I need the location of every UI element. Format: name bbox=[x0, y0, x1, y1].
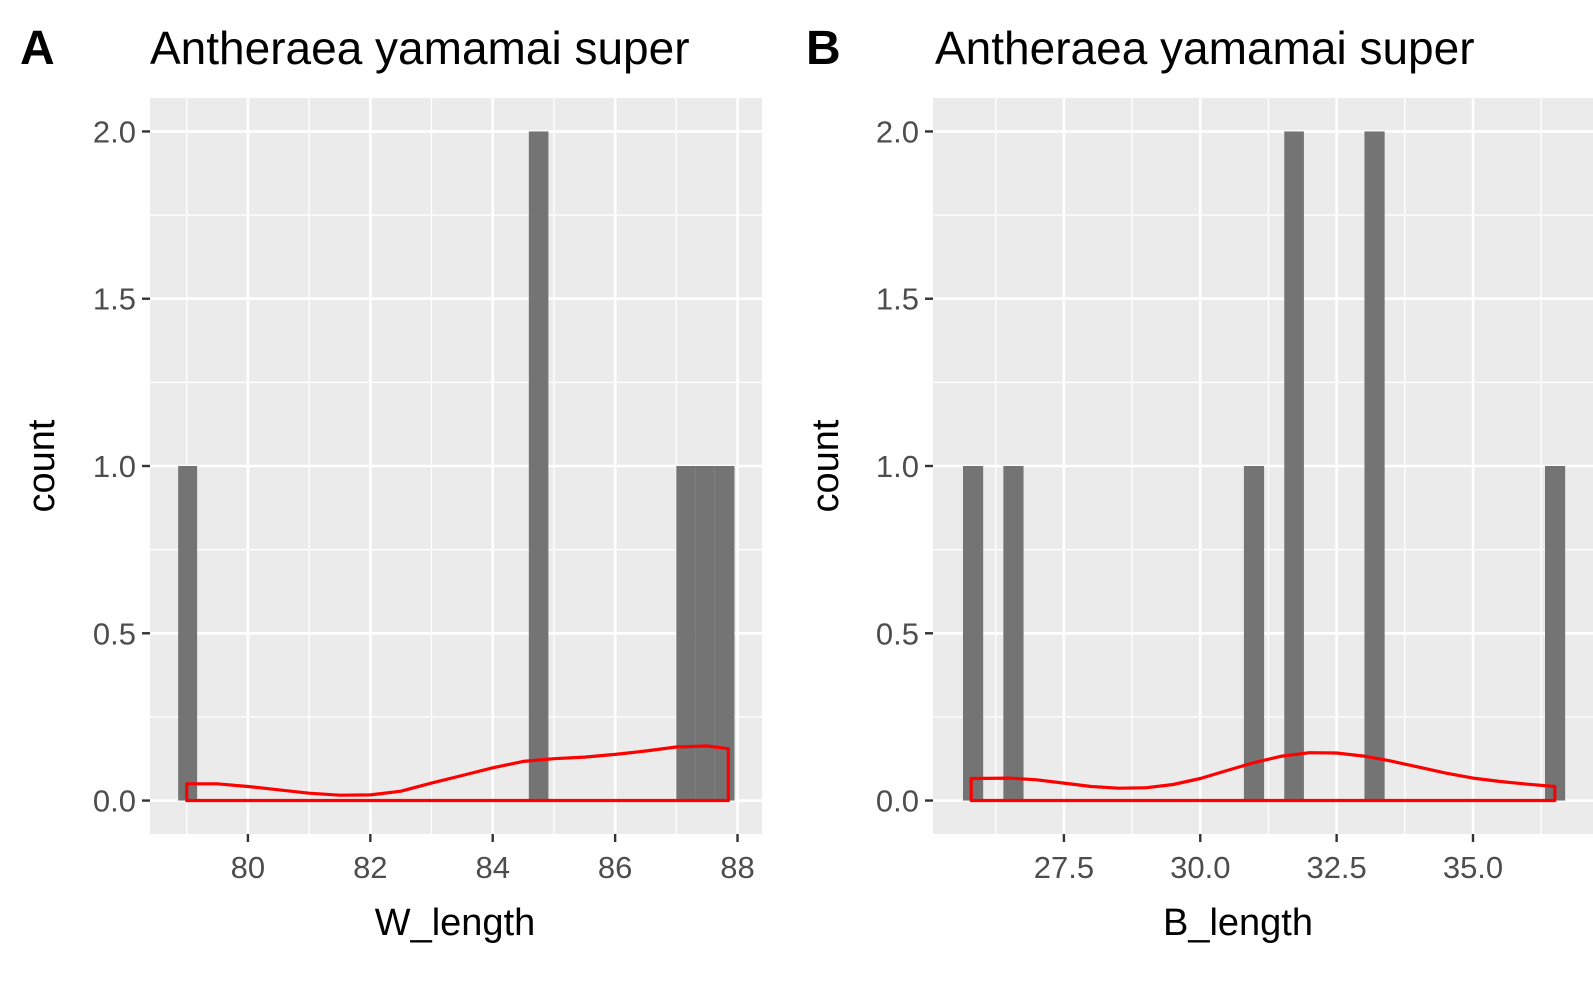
x-tick-label: 80 bbox=[231, 850, 265, 885]
histogram-bar bbox=[1003, 466, 1024, 801]
y-tick-label: 2.0 bbox=[876, 114, 919, 149]
x-tick-label: 88 bbox=[720, 850, 754, 885]
histogram-bar bbox=[676, 466, 696, 801]
panel-a: A Antheraea yamamai super 0.0 0.5 1.0 1.5 2.… bbox=[20, 22, 762, 944]
panel-a-title: Antheraea yamamai super bbox=[150, 22, 690, 74]
panel-b: B Antheraea yamamai super 0.0 0.5 1.0 1.5 2.… bbox=[805, 22, 1593, 944]
x-tick-label: 30.0 bbox=[1170, 850, 1230, 885]
x-tick-label: 84 bbox=[475, 850, 509, 885]
panel-a-tag: A bbox=[20, 22, 55, 75]
histogram-bar bbox=[1364, 131, 1385, 801]
density-curve bbox=[185, 744, 730, 803]
panel-a-ylabel: count bbox=[21, 419, 63, 512]
y-tick-label: 1.5 bbox=[876, 282, 919, 317]
panel-a-plot: 0.0 0.5 1.0 1.5 2.0 80 82 84 86 88 bbox=[93, 98, 762, 885]
panel-b-plot: 0.0 0.5 1.0 1.5 2.0 27.5 30.0 32.5 35.0 bbox=[876, 98, 1593, 885]
y-tick-label: 1.0 bbox=[93, 449, 136, 484]
panel-b-xlabel: B_length bbox=[1163, 902, 1313, 944]
histogram-bar bbox=[1284, 131, 1304, 801]
histogram-bar bbox=[963, 466, 984, 801]
histogram-bar bbox=[1243, 466, 1265, 801]
x-tick-label: 32.5 bbox=[1306, 850, 1366, 885]
density-curve bbox=[969, 751, 1557, 803]
histogram-bar bbox=[695, 466, 715, 801]
panel-a-xlabel: W_length bbox=[375, 902, 536, 944]
y-tick-label: 0.5 bbox=[876, 616, 919, 651]
y-tick-label: 1.5 bbox=[93, 282, 136, 317]
histogram-bar bbox=[178, 466, 198, 801]
y-tick-label: 0.0 bbox=[93, 784, 136, 819]
y-tick-label: 0.5 bbox=[93, 616, 136, 651]
panel-b-title: Antheraea yamamai super bbox=[935, 22, 1475, 74]
x-tick-label: 27.5 bbox=[1034, 850, 1094, 885]
x-tick-label: 35.0 bbox=[1443, 850, 1503, 885]
x-tick-label: 86 bbox=[598, 850, 632, 885]
x-tick-label: 82 bbox=[353, 850, 387, 885]
y-tick-label: 0.0 bbox=[876, 784, 919, 819]
histogram-bar bbox=[528, 131, 549, 801]
y-tick-label: 2.0 bbox=[93, 114, 136, 149]
histogram-bar bbox=[714, 466, 735, 801]
panel-b-ylabel: count bbox=[805, 419, 847, 512]
y-tick-label: 1.0 bbox=[876, 449, 919, 484]
panel-b-tag: B bbox=[806, 22, 841, 75]
histogram-bar bbox=[1545, 466, 1566, 801]
